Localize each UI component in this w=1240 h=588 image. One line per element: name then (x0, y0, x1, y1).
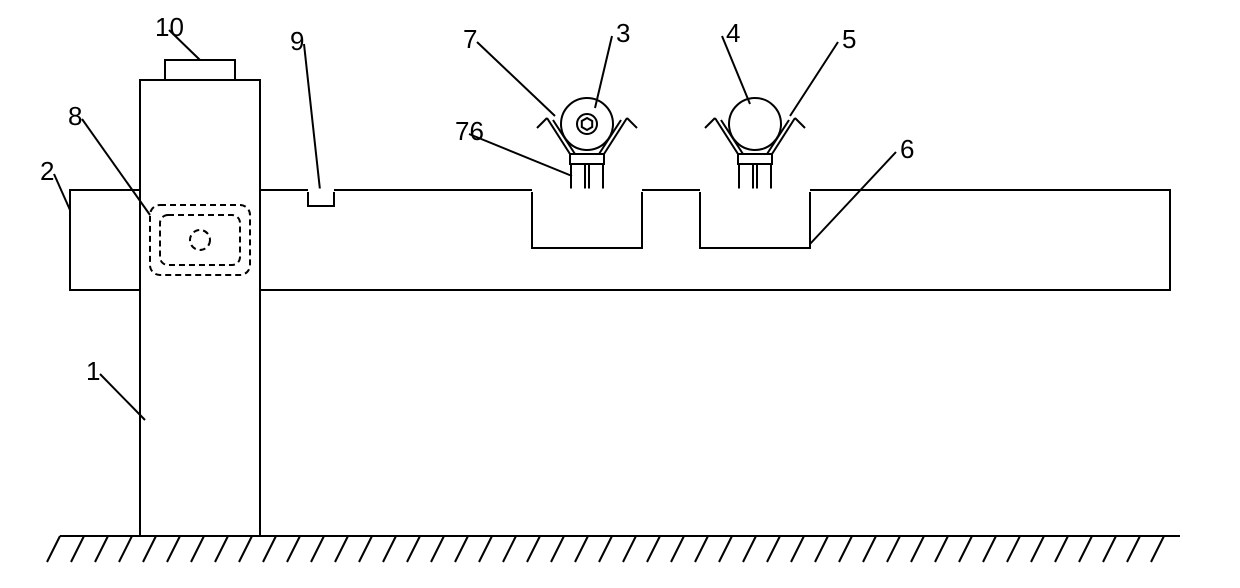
ground-hatch (647, 536, 660, 562)
cradle-left-plate (570, 154, 604, 164)
ground-hatch (527, 536, 540, 562)
ground-hatch (191, 536, 204, 562)
ground-hatch (503, 536, 516, 562)
cradle-left-wheel (561, 98, 613, 150)
ground-hatch (239, 536, 252, 562)
ground-hatch (815, 536, 828, 562)
ground-hatch (887, 536, 900, 562)
leader (790, 42, 838, 116)
ground-hatch (119, 536, 132, 562)
ground-hatch (959, 536, 972, 562)
ground-hatch (359, 536, 372, 562)
ground-hatch (1079, 536, 1092, 562)
ground-hatch (599, 536, 612, 562)
post (140, 80, 260, 536)
ground-hatch (47, 536, 60, 562)
leader (100, 374, 145, 420)
ground-hatch (1127, 536, 1140, 562)
leader (469, 134, 572, 176)
label: 10 (155, 12, 184, 42)
ground-hatch (791, 536, 804, 562)
leader (54, 174, 70, 210)
ground-hatch (863, 536, 876, 562)
cradle-right-wheel (729, 98, 781, 150)
ground-hatch (311, 536, 324, 562)
ground-hatch (1103, 536, 1116, 562)
ground-hatch (671, 536, 684, 562)
ground-hatch (1031, 536, 1044, 562)
leader (477, 42, 555, 116)
ground-hatch (623, 536, 636, 562)
ground-hatch (911, 536, 924, 562)
ground-hatch (1151, 536, 1164, 562)
label: 6 (900, 134, 914, 164)
ground-hatch (215, 536, 228, 562)
ground-hatch (839, 536, 852, 562)
ground-hatch (695, 536, 708, 562)
ground-hatch (95, 536, 108, 562)
ground-hatch (935, 536, 948, 562)
ground-hatch (1007, 536, 1020, 562)
label: 4 (726, 18, 740, 48)
ground-hatch (1055, 536, 1068, 562)
label: 3 (616, 18, 630, 48)
label: 2 (40, 156, 54, 186)
ground-hatch (455, 536, 468, 562)
ground-hatch (983, 536, 996, 562)
label: 76 (455, 116, 484, 146)
ground-hatch (263, 536, 276, 562)
ground-hatch (71, 536, 84, 562)
ground-hatch (383, 536, 396, 562)
leader (304, 44, 320, 190)
cradle-right-plate (738, 154, 772, 164)
leader (595, 36, 612, 108)
ground-hatch (167, 536, 180, 562)
pocket-fill (700, 191, 810, 248)
ground-hatch (287, 536, 300, 562)
label: 8 (68, 101, 82, 131)
ground-hatch (551, 536, 564, 562)
ground-hatch (407, 536, 420, 562)
ground-hatch (719, 536, 732, 562)
ground-hatch (479, 536, 492, 562)
ground-hatch (743, 536, 756, 562)
ground-hatch (575, 536, 588, 562)
ground-hatch (431, 536, 444, 562)
ground-hatch (335, 536, 348, 562)
pocket-fill (532, 191, 642, 248)
label: 5 (842, 24, 856, 54)
ground-hatch (767, 536, 780, 562)
label: 7 (463, 24, 477, 54)
ground-hatch (143, 536, 156, 562)
label: 1 (86, 356, 100, 386)
top-cap (165, 60, 235, 80)
label: 9 (290, 26, 304, 56)
